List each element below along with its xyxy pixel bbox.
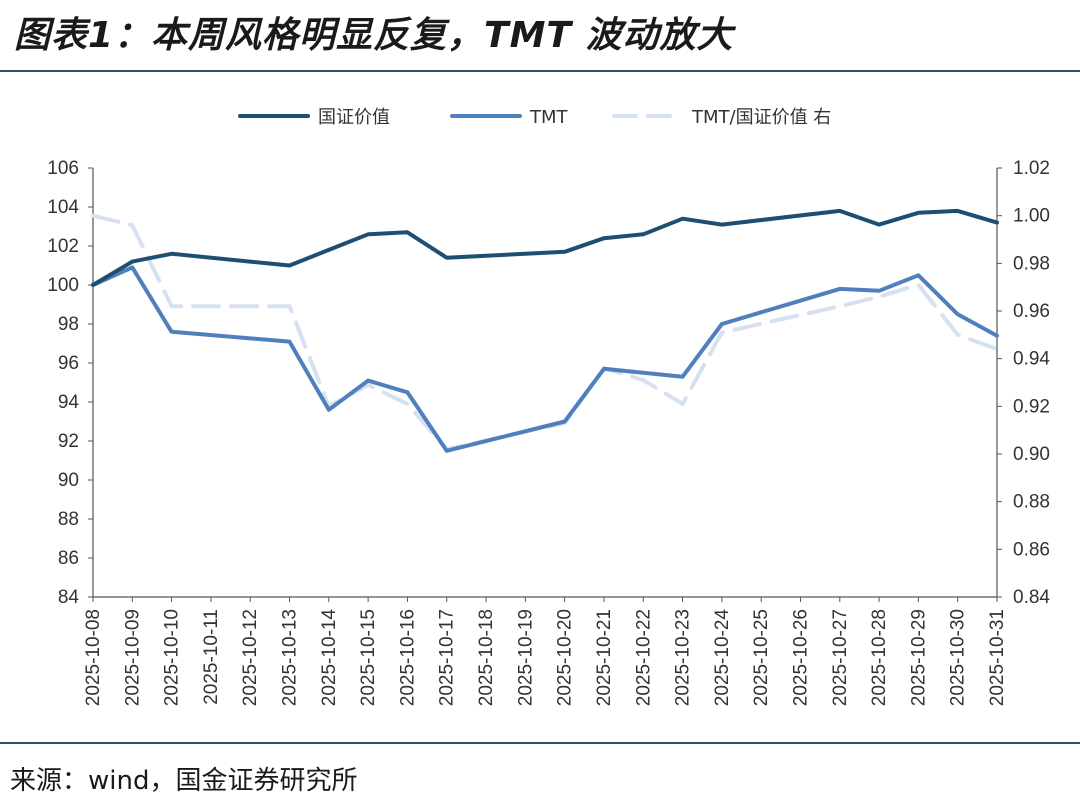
y-left-tick-label: 92 <box>58 431 79 452</box>
y-right-tick-label: 0.94 <box>1013 349 1050 370</box>
x-tick-label: 2025-10-22 <box>633 609 654 706</box>
y-right-tick-label: 0.84 <box>1013 587 1050 608</box>
y-right-tick-label: 0.92 <box>1013 396 1050 417</box>
y-right-tick-label: 0.88 <box>1013 492 1050 513</box>
bottom-divider <box>0 742 1080 744</box>
line-chart: 国证价值 TMT TMT/国证价值 右 84 86 88 90 92 94 96 98 100 102… <box>47 107 1050 706</box>
x-tick-label: 2025-10-17 <box>437 609 458 706</box>
y-left-tick-label: 106 <box>47 158 79 179</box>
x-tick-label: 2025-10-29 <box>908 609 929 706</box>
y-left-tick-label: 90 <box>58 470 79 491</box>
x-axis-labels: 2025-10-08 2025-10-09 2025-10-10 2025-10-11… <box>83 597 1008 706</box>
legend-label-0: 国证价值 <box>318 107 390 128</box>
x-tick-label: 2025-10-14 <box>319 609 340 707</box>
x-tick-label: 2025-10-15 <box>358 609 379 706</box>
x-tick-label: 2025-10-20 <box>555 609 576 706</box>
legend-label-1: TMT <box>529 107 569 128</box>
y-right-tick-label: 0.96 <box>1013 301 1050 322</box>
x-tick-label: 2025-10-18 <box>476 609 497 706</box>
y-axis-right: 0.84 0.86 0.88 0.90 0.92 0.94 0.96 0.98 1.00 1.02 <box>997 158 1050 608</box>
series-line-0 <box>91 208 999 287</box>
x-tick-label: 2025-10-26 <box>790 609 811 706</box>
x-tick-label: 2025-10-16 <box>397 609 418 706</box>
x-tick-label: 2025-10-21 <box>594 609 615 706</box>
x-tick-label: 2025-10-10 <box>162 609 183 706</box>
y-left-tick-label: 102 <box>47 236 79 257</box>
series-line-1 <box>91 265 999 453</box>
y-left-tick-label: 104 <box>47 197 79 218</box>
y-right-tick-label: 1.00 <box>1013 206 1050 227</box>
x-tick-label: 2025-10-30 <box>948 609 969 706</box>
y-right-tick-label: 0.90 <box>1013 444 1050 465</box>
chart-legend: 国证价值 TMT TMT/国证价值 右 <box>238 107 831 128</box>
y-axis-left: 84 86 88 90 92 94 96 98 100 102 104 106 <box>47 158 93 608</box>
x-tick-label: 2025-10-25 <box>751 609 772 706</box>
x-tick-label: 2025-10-27 <box>830 609 851 706</box>
legend-label-2: TMT/国证价值 右 <box>691 107 831 128</box>
chart-series <box>91 208 999 453</box>
y-right-tick-label: 0.86 <box>1013 539 1050 560</box>
y-left-tick-label: 96 <box>58 353 79 374</box>
y-left-tick-label: 98 <box>58 314 79 335</box>
x-tick-label: 2025-10-08 <box>83 609 104 706</box>
chart-title: 图表1：本周风格明显反复，TMT 波动放大 <box>14 15 734 56</box>
y-right-tick-label: 0.98 <box>1013 253 1050 274</box>
chart-axes <box>92 168 998 598</box>
x-tick-label: 2025-10-11 <box>201 609 222 705</box>
x-tick-label: 2025-10-19 <box>515 609 536 706</box>
y-left-tick-label: 100 <box>47 275 79 296</box>
x-tick-label: 2025-10-23 <box>673 609 694 706</box>
x-tick-label: 2025-10-31 <box>987 609 1008 706</box>
x-tick-label: 2025-10-24 <box>712 609 733 707</box>
x-tick-label: 2025-10-09 <box>122 609 143 706</box>
y-left-tick-label: 88 <box>58 509 79 530</box>
source-note: 来源：wind，国金证券研究所 <box>10 766 358 796</box>
series-line-2 <box>91 213 999 452</box>
y-left-tick-label: 84 <box>58 587 80 608</box>
y-left-tick-label: 94 <box>58 392 80 413</box>
y-left-tick-label: 86 <box>58 548 79 569</box>
y-right-tick-label: 1.02 <box>1013 158 1050 179</box>
top-divider <box>0 70 1080 72</box>
x-tick-label: 2025-10-28 <box>869 609 890 706</box>
x-tick-label: 2025-10-12 <box>240 609 261 706</box>
x-tick-label: 2025-10-13 <box>280 609 301 706</box>
